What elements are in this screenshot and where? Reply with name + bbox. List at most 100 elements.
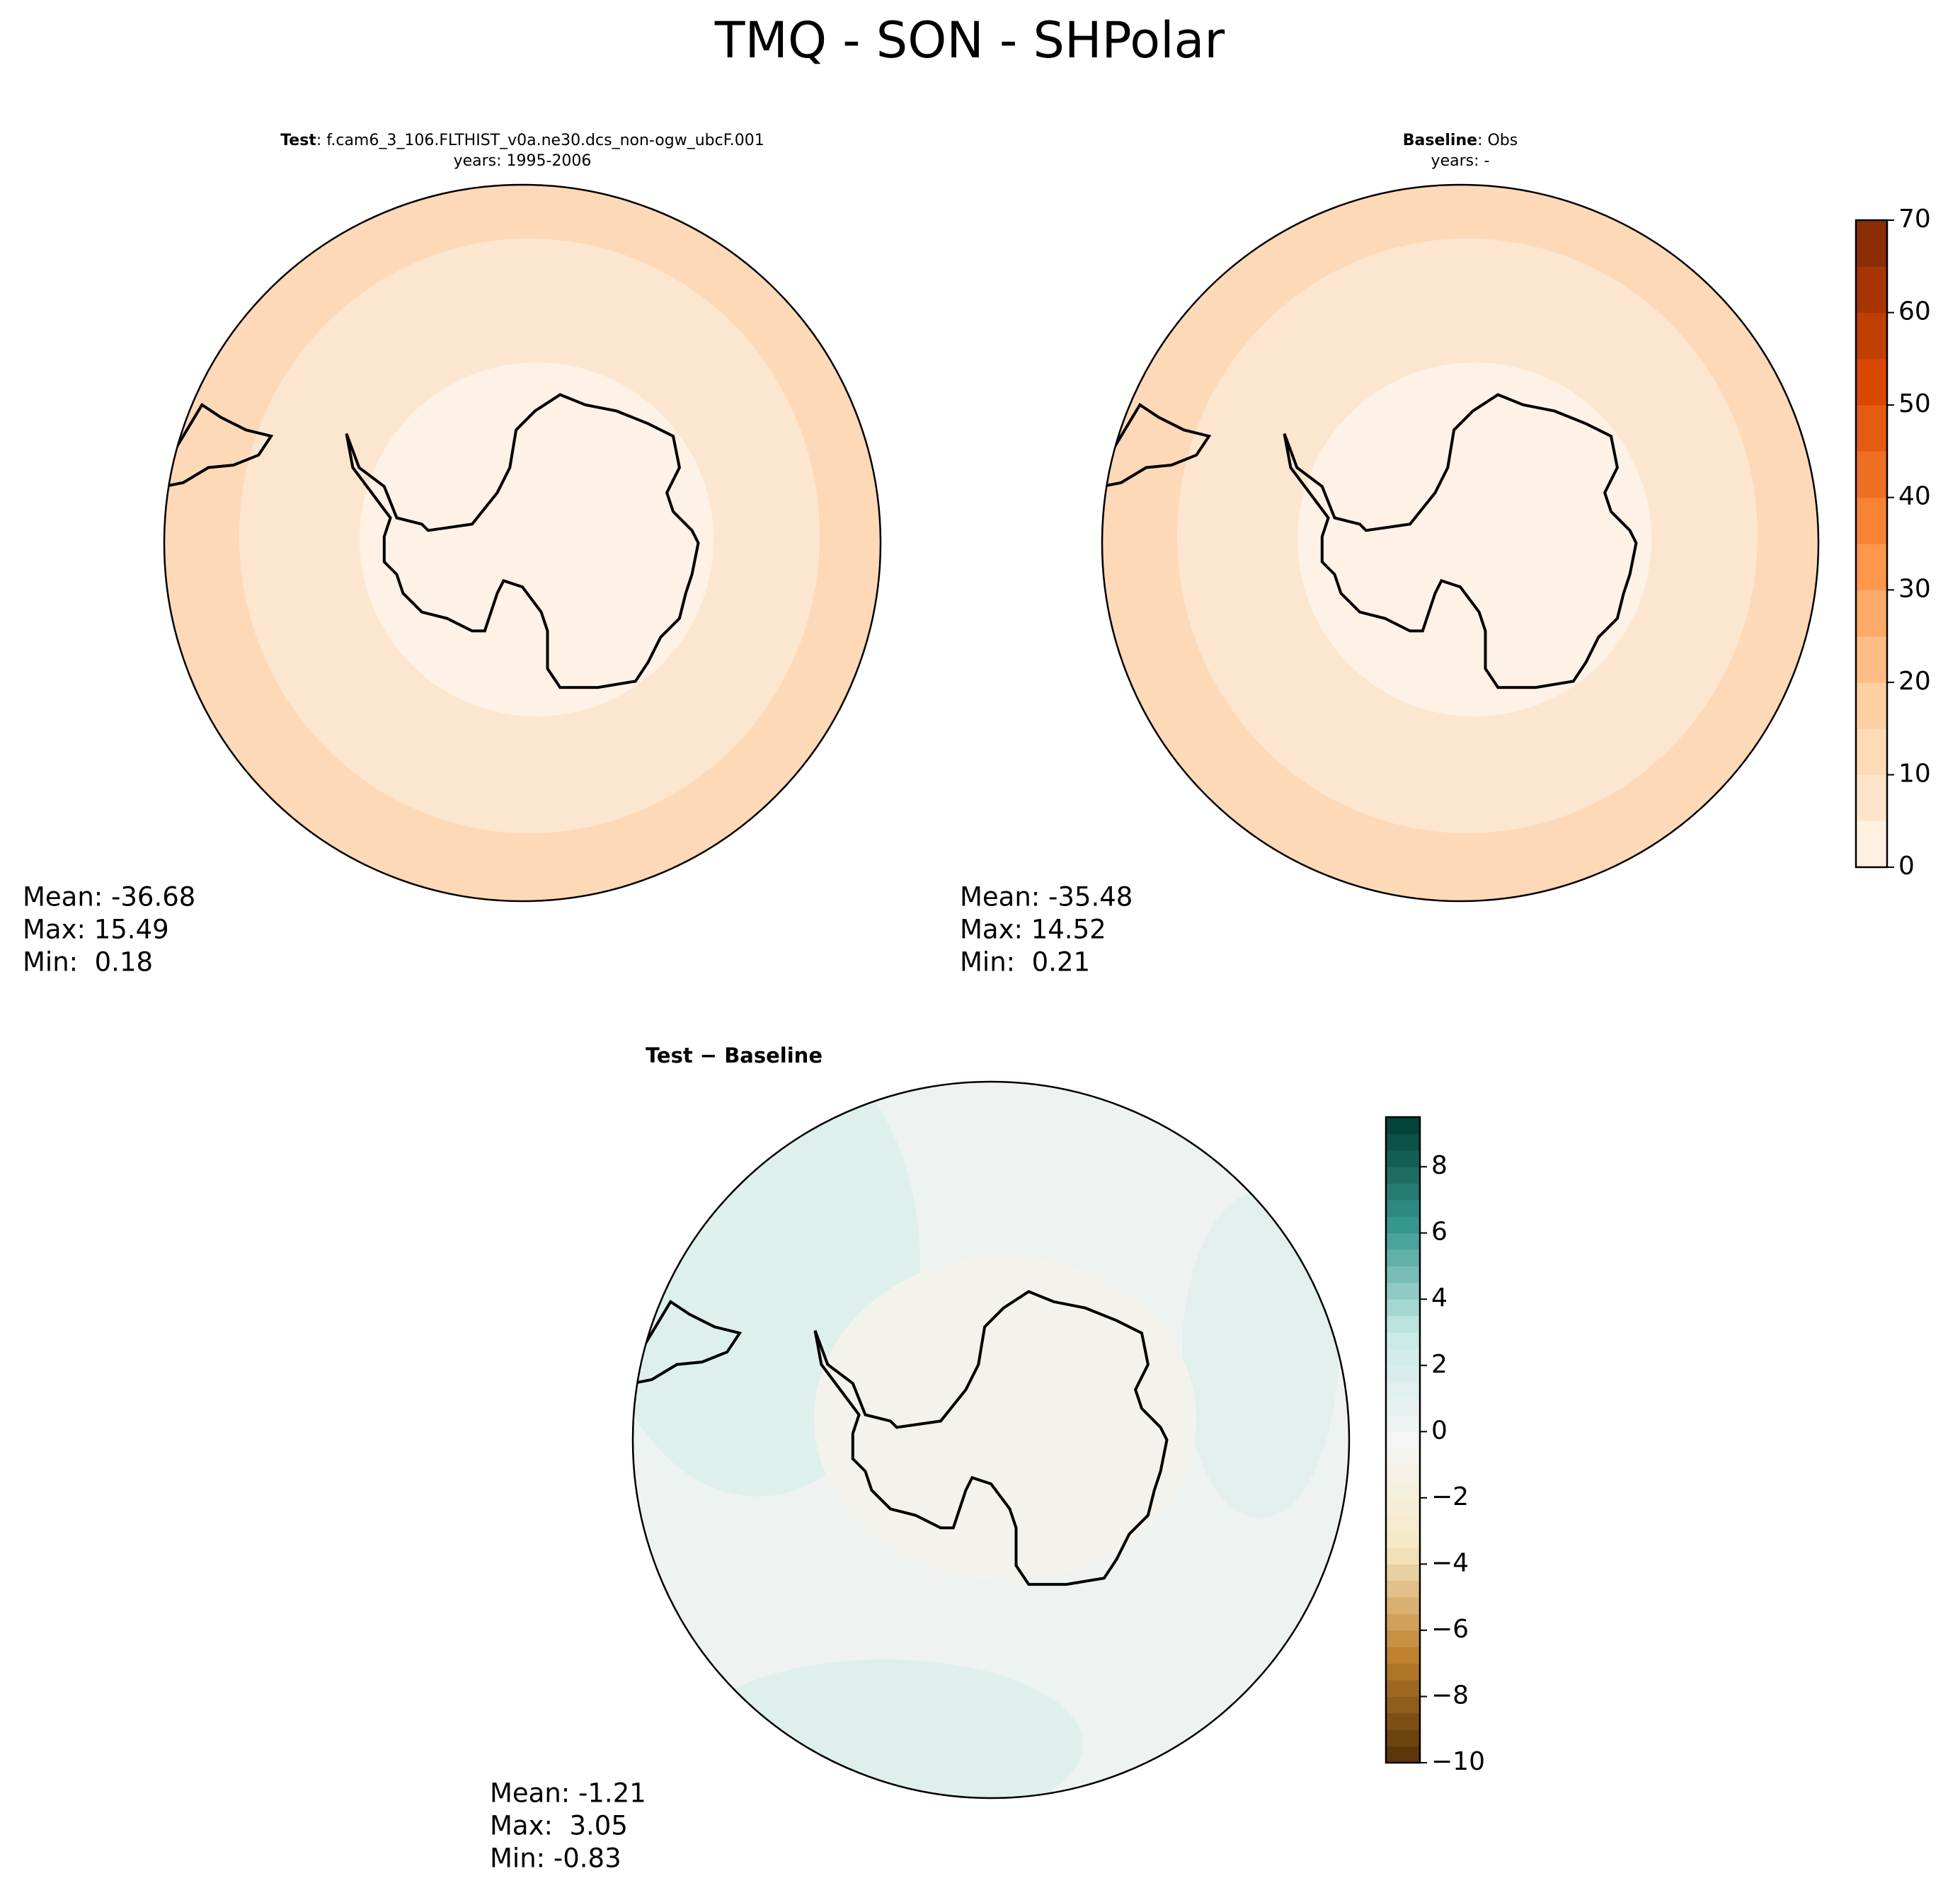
colorbar-band xyxy=(1386,1481,1420,1499)
colorbar-tick-label: 40 xyxy=(1898,482,1931,511)
colorbar-band xyxy=(1386,1580,1420,1598)
colorbar-band xyxy=(1386,1746,1420,1763)
colorbar-band xyxy=(1856,820,1887,868)
figure-title: TMQ - SON - SHPolar xyxy=(714,11,1225,69)
colorbar-band xyxy=(1386,1729,1420,1747)
colorbar-tick-label: −6 xyxy=(1431,1615,1469,1644)
coastline xyxy=(1283,393,1638,690)
coastline xyxy=(164,402,274,488)
colorbar-tick-label: −2 xyxy=(1431,1482,1469,1511)
colorbars: 0 10 20 30 40 50 60 70 −10 −8 −6 −4 −2 0 2 4 6 8 xyxy=(1385,205,1931,1776)
stat-line: Max: 14.52 xyxy=(960,915,1106,945)
colorbar-band xyxy=(1856,682,1887,729)
colorbar-band xyxy=(1386,1448,1420,1465)
map-panel xyxy=(1102,185,1818,901)
map-panel xyxy=(633,1082,1349,1798)
colorbar-frame xyxy=(1855,219,1889,869)
panel-title: Test: f.cam6_3_106.FLTHIST_v0a.ne30.dcs_… xyxy=(280,132,764,149)
colorbar-tick-label: 2 xyxy=(1431,1350,1448,1379)
panel-title-label: Baseline xyxy=(1403,132,1477,149)
stat-line: Max: 15.49 xyxy=(23,915,169,945)
colorbar-tick-label: 0 xyxy=(1431,1416,1448,1445)
stat-line: Mean: -1.21 xyxy=(490,1778,646,1809)
colorbar-band xyxy=(1856,312,1887,360)
map-boundary xyxy=(1101,183,1820,903)
colorbar-band xyxy=(1386,1315,1420,1333)
colorbar-tick-label: 8 xyxy=(1431,1151,1448,1180)
panel-subtitle: years: - xyxy=(1431,152,1490,170)
colorbar-band xyxy=(1386,1117,1420,1134)
panel-title-label: Test xyxy=(280,132,316,149)
colorbar-band xyxy=(1386,1514,1420,1532)
colorbar-tick-label: −8 xyxy=(1431,1681,1469,1710)
colorbar-band xyxy=(1386,1167,1420,1184)
colorbar-band xyxy=(1386,1531,1420,1548)
colorbar-band xyxy=(1856,497,1887,544)
colorbar-band xyxy=(1386,1680,1420,1697)
colorbar-band xyxy=(1386,1696,1420,1714)
colorbar-band xyxy=(1856,358,1887,406)
colorbar-band xyxy=(1386,1299,1420,1317)
colorbar-tick-label: 70 xyxy=(1898,205,1931,234)
stat-line: Min: 0.18 xyxy=(23,947,153,978)
field-band xyxy=(1182,1192,1338,1518)
colorbar-band xyxy=(1856,405,1887,452)
map-boundary xyxy=(163,183,882,903)
colorbar-band xyxy=(1386,1150,1420,1167)
coastline xyxy=(345,393,700,690)
colorbar-band xyxy=(1856,590,1887,637)
field-band xyxy=(814,1256,1196,1581)
colorbar-band xyxy=(1386,1712,1420,1730)
field-band xyxy=(360,362,713,716)
colorbar-tick-label: −10 xyxy=(1431,1747,1485,1776)
colorbar-frame xyxy=(1385,1116,1421,1764)
coastline xyxy=(633,1299,743,1385)
colorbar-band xyxy=(1386,1382,1420,1400)
colorbar-tick-label: 30 xyxy=(1898,574,1931,603)
stat-line: Min: 0.21 xyxy=(960,947,1090,978)
coastline xyxy=(813,1290,1169,1586)
colorbar-band xyxy=(1856,636,1887,683)
colorbar-band xyxy=(1386,1597,1420,1615)
field-band xyxy=(1297,362,1651,716)
panel-title: Baseline: Obs xyxy=(1403,132,1518,149)
colorbar-band xyxy=(1386,1249,1420,1266)
colorbar-band xyxy=(1386,1630,1420,1647)
colorbar-tick-label: 60 xyxy=(1898,297,1931,326)
colorbar-tick-label: 6 xyxy=(1431,1218,1448,1247)
colorbar-band xyxy=(1386,1647,1420,1664)
colorbar-band xyxy=(1386,1431,1420,1449)
colorbar-band xyxy=(1386,1183,1420,1201)
colorbar-band xyxy=(1386,1232,1420,1250)
colorbar-band xyxy=(1386,1465,1420,1482)
colorbar-band xyxy=(1386,1497,1420,1515)
map-panel xyxy=(164,185,881,901)
map-boundary xyxy=(631,1080,1351,1800)
colorbar-band xyxy=(1386,1332,1420,1349)
stat-line: Mean: -36.68 xyxy=(23,882,195,912)
panel-subtitle: years: 1995-2006 xyxy=(454,152,592,170)
colorbar-tick-label: 10 xyxy=(1898,759,1931,788)
maps xyxy=(163,183,1820,1800)
field-band xyxy=(687,1659,1083,1798)
stat-line: Mean: -35.48 xyxy=(960,882,1133,912)
colorbar-band xyxy=(1386,1216,1420,1234)
colorbar-band xyxy=(1856,220,1887,267)
colorbar-band xyxy=(1386,1547,1420,1564)
colorbar-band xyxy=(1856,266,1887,314)
colorbar-band xyxy=(1386,1282,1420,1300)
colorbar-band xyxy=(1856,451,1887,498)
colorbar-tick-label: 0 xyxy=(1898,852,1915,881)
stat-line: Min: -0.83 xyxy=(490,1843,621,1874)
panel-title-text: : f.cam6_3_106.FLTHIST_v0a.ne30.dcs_non-… xyxy=(316,132,764,149)
colorbar-band xyxy=(1386,1133,1420,1151)
colorbar-tick-label: −4 xyxy=(1431,1548,1469,1577)
colorbar-band xyxy=(1856,774,1887,822)
colorbar-band xyxy=(1386,1414,1420,1432)
stat-line: Max: 3.05 xyxy=(490,1811,628,1841)
colorbar-band xyxy=(1386,1564,1420,1581)
panel-title-text: : Obs xyxy=(1477,132,1518,149)
colorbar-band xyxy=(1856,728,1887,775)
